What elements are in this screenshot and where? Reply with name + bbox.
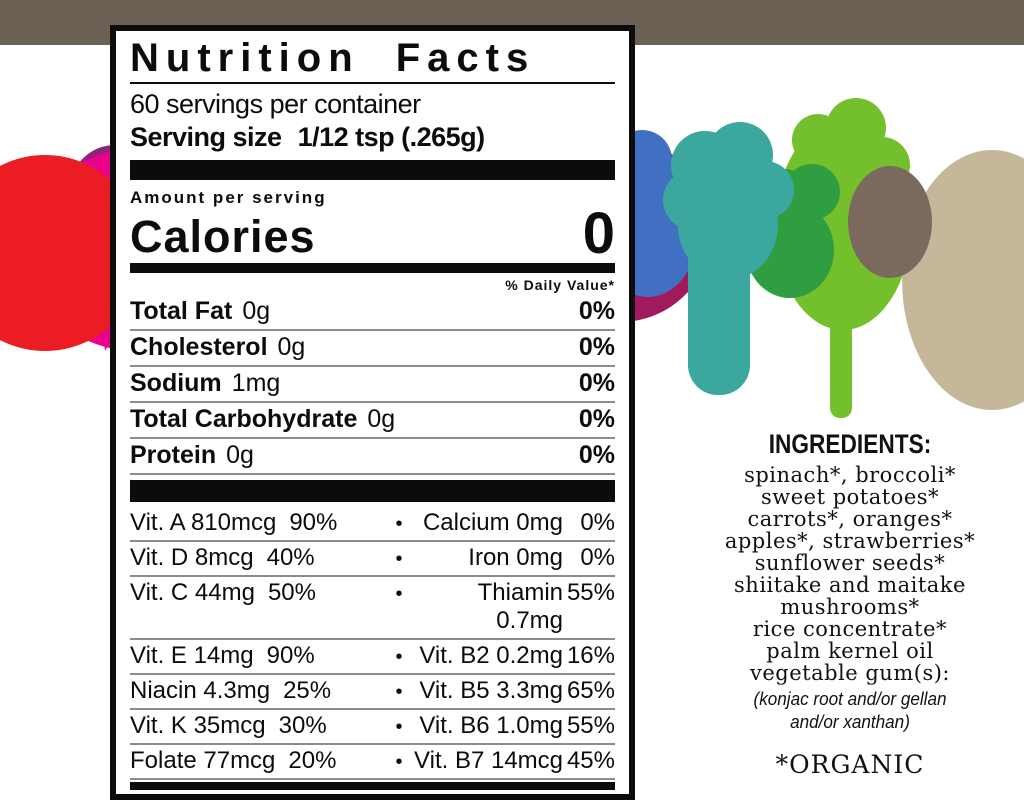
vitamin-right: Calcium 0mg	[422, 509, 563, 537]
nutrient-row: Total Carbohydrate 0g 0%	[130, 403, 615, 440]
vitamin-right: Iron 0mg	[468, 544, 563, 572]
ingredient-line: sweet potatoes*	[760, 485, 940, 509]
ingredient-line: rice concentrate*	[752, 617, 948, 641]
nutrient-dv: 0%	[578, 297, 615, 326]
nutrient-dv: 0%	[578, 369, 615, 398]
serving-size-label: Serving size	[130, 122, 282, 153]
ingredient-line: carrots*, oranges*	[747, 507, 953, 531]
ingredient-line: vegetable gum(s):	[749, 661, 950, 685]
nutrient-row: Total Fat 0g 0%	[130, 295, 615, 332]
vitamin-right-dv: 65%	[566, 677, 615, 705]
ingredient-line: palm kernel oil	[766, 639, 934, 663]
vitamin-left: Vit. D 8mcg	[130, 544, 254, 572]
teal-broccoli-shape	[663, 122, 794, 395]
vitamin-left: Vit. A 810mcg	[130, 509, 277, 537]
label-title: Nutrition Facts	[130, 36, 615, 85]
nutrient-amount: 1mg	[231, 369, 281, 398]
vitamin-row: Vit. A 810mcg 90% • Calcium 0mg 0%	[130, 507, 615, 543]
vitamin-left-dv: 50%	[267, 579, 316, 607]
vitamin-left: Vit. C 44mg	[130, 579, 255, 607]
nutrient-amount: 0g	[226, 441, 254, 470]
gum-note: (konjac root and/or gellan and/or xantha…	[689, 688, 1012, 734]
daily-value-header: % Daily Value*	[505, 277, 615, 294]
vitamin-left: Folate 77mcg	[130, 747, 276, 775]
divider-bar	[130, 782, 615, 791]
nutrient-amount: 0g	[277, 333, 306, 362]
divider-bar	[130, 480, 615, 503]
bullet-icon: •	[395, 646, 403, 669]
nutrient-amount: 0g	[367, 405, 396, 434]
vitamin-right: Vit. B5 3.3mg	[419, 677, 563, 705]
bullet-icon: •	[395, 548, 403, 571]
nutrient-row: Sodium 1mg 0%	[130, 367, 615, 404]
vitamin-left-dv: 90%	[266, 642, 315, 670]
nutrition-label: Nutrition Facts 60 servings per containe…	[110, 25, 635, 800]
bullet-icon: •	[395, 513, 403, 536]
gum-note-line: (konjac root and/or gellan	[753, 689, 947, 709]
bullet-icon: •	[395, 583, 403, 606]
vitamin-right: Vit. B7 14mcg	[414, 747, 563, 775]
nutrient-row: Protein 0g 0%	[130, 439, 615, 476]
vitamin-left-dv: 25%	[283, 677, 332, 705]
nutrient-name: Protein	[130, 441, 217, 470]
vitamin-row: Vit. E 14mg 90% • Vit. B2 0.2mg 16%	[130, 640, 615, 676]
gum-note-line: and/or xanthan)	[790, 712, 910, 732]
vitamin-left-dv: 20%	[288, 747, 337, 775]
nutrient-dv: 0%	[578, 333, 615, 362]
ingredient-line: sunflower seeds*	[754, 551, 946, 575]
nutrient-name: Cholesterol	[130, 333, 268, 362]
vitamin-right-dv: 55%	[566, 712, 615, 740]
ingredient-line: apples*, strawberries*	[724, 529, 976, 553]
bullet-icon: •	[395, 716, 403, 739]
vitamin-left: Vit. E 14mg	[130, 642, 254, 670]
nutrient-name: Total Fat	[130, 297, 233, 326]
vitamin-right-dv: 55%	[566, 579, 615, 607]
mushroom-shape	[902, 150, 1024, 410]
nutrient-row: Cholesterol 0g 0%	[130, 331, 615, 368]
vitamin-right-dv: 16%	[566, 642, 615, 670]
calories-value: 0	[582, 201, 615, 267]
vitamin-row: Vit. K 35mcg 30% • Vit. B6 1.0mg 55%	[130, 710, 615, 746]
footnote: * The % Daily Value (%DV) tells you how …	[130, 795, 615, 800]
ingredient-line: spinach*, broccoli*	[744, 463, 956, 487]
ingredient-line: mushrooms*	[780, 595, 920, 619]
vitamin-right: Vit. B2 0.2mg	[419, 642, 563, 670]
nutrient-name: Total Carbohydrate	[130, 405, 358, 434]
bullet-icon: •	[395, 751, 403, 774]
red-fruit-shape	[0, 155, 143, 351]
mushroom-cap-shape	[848, 166, 932, 278]
vitamin-right: Vit. B6 1.0mg	[419, 712, 563, 740]
vitamin-right: Thiamin 0.7mg	[477, 579, 563, 635]
ingredients-panel: INGREDIENTS: spinach*, broccoli* sweet p…	[680, 429, 1020, 779]
amount-per-serving-label: Amount per serving	[130, 188, 327, 208]
vitamin-left-dv: 90%	[289, 509, 338, 537]
vitamin-row: Niacin 4.3mg 25% • Vit. B5 3.3mg 65%	[130, 675, 615, 711]
vitamin-left-dv: 40%	[266, 544, 315, 572]
calories-label: Calories	[130, 211, 316, 263]
vitamin-row: Folate 77mcg 20% • Vit. B7 14mcg 45%	[130, 745, 615, 781]
nutrient-dv: 0%	[578, 441, 615, 470]
vitamin-right-dv: 45%	[566, 747, 615, 775]
nutrient-name: Sodium	[130, 369, 222, 398]
vitamin-left-dv: 30%	[278, 712, 327, 740]
bullet-icon: •	[395, 681, 403, 704]
vitamin-left: Niacin 4.3mg	[130, 677, 271, 705]
divider-bar	[130, 263, 615, 274]
divider-bar	[130, 160, 615, 181]
nutrient-dv: 0%	[578, 405, 615, 434]
nutrient-amount: 0g	[242, 297, 271, 326]
ingredient-line: shiitake and maitake	[734, 573, 966, 597]
calories-row: Calories 0	[130, 201, 615, 267]
servings-line: 60 servings per container	[130, 89, 421, 120]
vitamin-left: Vit. K 35mcg	[130, 712, 266, 740]
vitamin-right-dv: 0%	[580, 544, 615, 572]
ingredients-heading: INGREDIENTS:	[768, 429, 932, 459]
serving-size-value: 1/12 tsp (.265g)	[297, 122, 486, 153]
vitamin-row: Vit. D 8mcg 40% • Iron 0mg 0%	[130, 542, 615, 578]
vitamin-right-dv: 0%	[580, 509, 615, 537]
organic-note: *ORGANIC	[775, 750, 925, 779]
serving-size-line: Serving size 1/12 tsp (.265g)	[130, 122, 615, 153]
vitamin-row: Vit. C 44mg 50% • Thiamin 0.7mg 55%	[130, 577, 615, 641]
